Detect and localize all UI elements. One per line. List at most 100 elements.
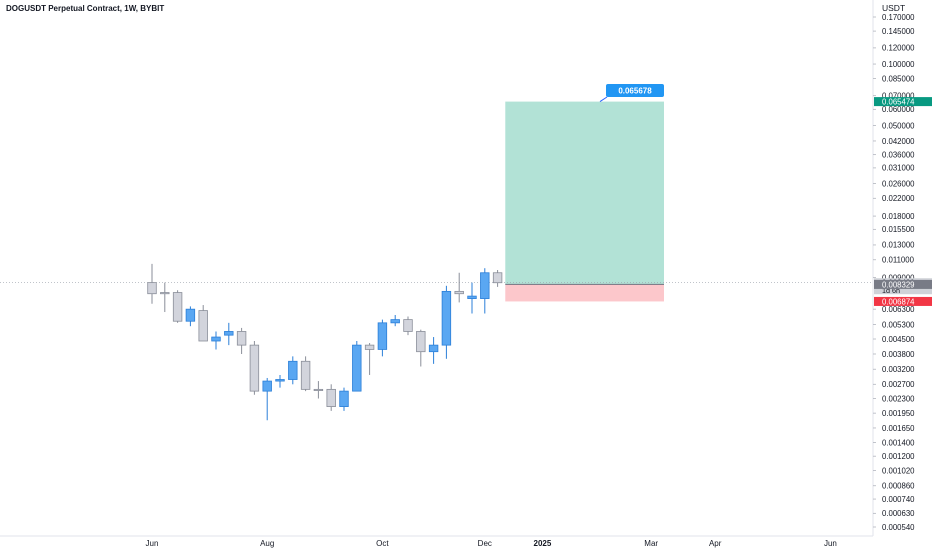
time-tick-label: Oct [376, 539, 389, 548]
price-badge-label: 0.008329 [882, 280, 915, 289]
candle-body [480, 272, 490, 299]
price-tick-label: 0.000540 [882, 523, 915, 532]
price-tick-label: 0.120000 [882, 44, 915, 53]
candle[interactable] [364, 343, 375, 375]
candle[interactable] [211, 331, 221, 350]
candle[interactable] [352, 340, 362, 392]
time-tick-label: 2025 [534, 539, 552, 548]
price-tick-label: 0.085000 [882, 74, 915, 83]
candle[interactable] [224, 322, 234, 346]
candle-body [313, 388, 324, 391]
candle[interactable] [467, 282, 477, 314]
candle[interactable] [147, 263, 157, 304]
time-tick-label: Jun [146, 539, 159, 548]
price-tick-label: 0.036000 [882, 150, 915, 159]
price-tick-label: 0.000630 [882, 509, 915, 518]
candle[interactable] [249, 340, 260, 395]
price-tick-label: 0.015500 [882, 225, 915, 234]
candle-body [467, 295, 477, 299]
candle[interactable] [172, 290, 183, 323]
price-badge-countdown: 1d 6h [882, 286, 900, 295]
candle[interactable] [275, 374, 285, 388]
candle[interactable] [377, 319, 388, 357]
price-tick-label: 0.006300 [882, 305, 915, 314]
candle-body [492, 272, 503, 284]
time-tick-label: Apr [709, 539, 722, 548]
candle[interactable] [403, 316, 413, 336]
candle-body [147, 282, 157, 295]
price-tick-label: 0.001200 [882, 452, 915, 461]
price-badge [874, 279, 932, 289]
time-tick-label: Dec [478, 539, 492, 548]
candle[interactable] [428, 337, 439, 364]
price-tick-label: 0.031000 [882, 164, 915, 173]
candle-body [185, 308, 196, 322]
candle[interactable] [185, 306, 196, 327]
candle-body [211, 336, 221, 342]
candle[interactable] [262, 377, 272, 421]
price-tick-label: 0.005300 [882, 320, 915, 329]
candle[interactable] [198, 305, 208, 342]
price-tick-label: 0.002700 [882, 380, 915, 389]
price-badge-label: 0.006874 [882, 297, 915, 306]
candle-body [275, 379, 285, 382]
candle[interactable] [313, 381, 324, 399]
profit-zone[interactable] [505, 101, 664, 285]
candle-body [390, 319, 400, 324]
candle-body [262, 380, 272, 392]
price-tick-label: 0.022000 [882, 194, 915, 203]
candle[interactable] [326, 384, 336, 411]
target-label-box[interactable] [606, 84, 664, 97]
candle-body [352, 344, 362, 392]
currency-label[interactable]: USDT [882, 3, 905, 13]
target-label: 0.065678 [618, 87, 652, 96]
candle[interactable] [288, 356, 298, 385]
loss-zone[interactable] [505, 284, 664, 302]
price-tick-label: 0.004500 [882, 335, 915, 344]
price-badge-label: 0.065474 [882, 98, 915, 107]
price-badge [874, 97, 932, 107]
candle-body [326, 388, 336, 407]
price-tick-label: 0.013000 [882, 241, 915, 250]
price-tick-label: 0.042000 [882, 137, 915, 146]
price-tick-label: 0.001650 [882, 424, 915, 433]
candle-body [416, 331, 426, 353]
candle[interactable] [441, 285, 452, 359]
price-badge [874, 296, 932, 306]
price-tick-label: 0.050000 [882, 121, 915, 130]
candle[interactable] [492, 269, 503, 287]
candle[interactable] [454, 272, 464, 303]
candle[interactable] [300, 356, 311, 392]
candle-body [454, 290, 464, 295]
candle-body [441, 290, 452, 346]
candle-body [403, 319, 413, 332]
price-tick-label: 0.018000 [882, 212, 915, 221]
price-tick-label: 0.001020 [882, 466, 915, 475]
price-tick-label: 0.003200 [882, 365, 915, 374]
price-tick-label: 0.026000 [882, 179, 915, 188]
price-tick-label: 0.145000 [882, 27, 915, 36]
price-tick-label: 0.001950 [882, 409, 915, 418]
candle[interactable] [480, 268, 490, 314]
price-tick-label: 0.009000 [882, 273, 915, 282]
candle-body [428, 344, 439, 353]
price-tick-label: 0.001400 [882, 438, 915, 447]
candle[interactable] [416, 329, 426, 367]
candle[interactable] [160, 282, 170, 313]
target-pointer [599, 96, 608, 103]
price-axis[interactable] [873, 0, 932, 550]
price-tick-label: 0.002300 [882, 394, 915, 403]
price-tick-label: 0.170000 [882, 13, 915, 22]
time-tick-label: Aug [260, 539, 274, 548]
candle[interactable] [339, 387, 349, 411]
price-tick-label: 0.060000 [882, 105, 915, 114]
price-tick-label: 0.000860 [882, 482, 915, 491]
candle[interactable] [236, 327, 247, 354]
candle[interactable] [390, 314, 400, 327]
candle-body [300, 360, 311, 390]
candle-body [160, 292, 170, 295]
candle-body [236, 331, 247, 346]
price-tick-label: 0.003800 [882, 350, 915, 359]
candle-body [288, 360, 298, 380]
